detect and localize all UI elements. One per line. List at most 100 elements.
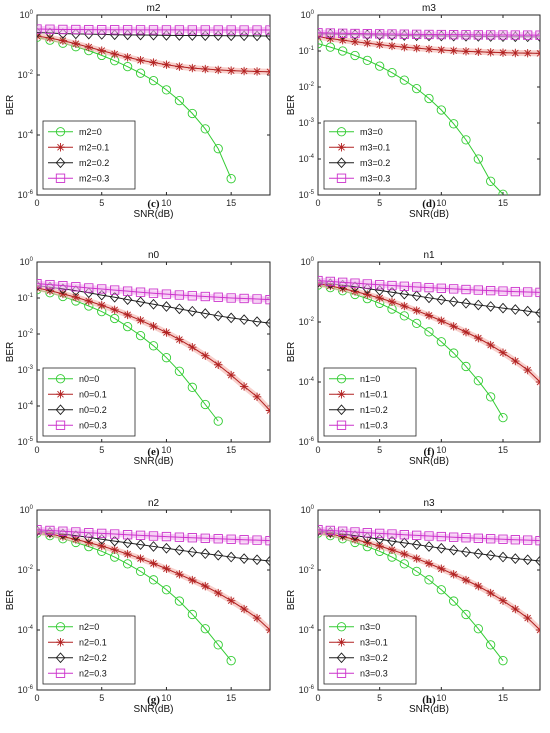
data-point-marker (45, 529, 55, 539)
data-point-marker (535, 49, 540, 58)
legend-marker (55, 652, 66, 664)
data-point-marker (148, 25, 159, 35)
data-point-marker (122, 559, 133, 569)
legend-entry: n2=0.2 (79, 653, 107, 663)
data-point-marker (187, 108, 197, 119)
data-point-marker (226, 66, 236, 75)
data-point-marker (213, 549, 224, 561)
data-point-marker (213, 310, 224, 322)
data-point-marker (424, 282, 434, 293)
chart-panel-1: m3 0 5 10 15 10-5 10-4 10-3 10-2 10-1 100 SNR(dB) BE… (286, 3, 541, 220)
data-point-marker (213, 640, 223, 650)
data-point-marker (498, 286, 508, 296)
data-point-marker (523, 48, 532, 58)
legend-entry: n0=0 (79, 374, 99, 384)
data-point-marker (338, 526, 348, 536)
data-point-marker (122, 29, 133, 41)
data-point-marker (436, 337, 446, 347)
data-point-marker (461, 533, 471, 543)
data-point-marker (318, 275, 323, 286)
legend-entry: m3=0.1 (360, 142, 390, 152)
data-point-marker (135, 566, 146, 577)
data-point-marker (350, 535, 360, 544)
data-point-marker (37, 525, 42, 535)
legend-marker (55, 173, 66, 183)
data-point-marker (187, 533, 197, 543)
data-point-marker (350, 28, 360, 39)
data-point-marker (448, 544, 459, 556)
legend: n3=0 n3=0.1 n3=0.2 n3=0.3 (323, 615, 417, 685)
x-tick-label: 0 (34, 198, 39, 208)
data-point-marker (424, 93, 434, 104)
data-point-marker (411, 290, 422, 302)
y-tick-label: 10-1 (18, 293, 34, 303)
data-point-marker (412, 554, 421, 563)
data-point-marker (399, 311, 409, 321)
data-point-marker (523, 287, 533, 297)
data-point-marker (252, 392, 262, 402)
legend-entry: n1=0 (360, 374, 380, 384)
data-point-marker (226, 25, 236, 35)
x-tick-label: 5 (99, 693, 104, 703)
data-point-marker (399, 29, 409, 39)
data-point-marker (461, 609, 471, 620)
data-point-marker (318, 28, 323, 38)
y-tick-label: 10-4 (18, 625, 34, 635)
data-point-marker (239, 535, 249, 545)
data-point-marker (162, 564, 171, 573)
data-point-marker (412, 566, 422, 577)
data-point-marker (226, 596, 236, 605)
data-point-marker (265, 406, 270, 415)
legend-marker (56, 390, 65, 399)
legend-marker (56, 638, 65, 647)
data-point-marker (122, 322, 133, 332)
data-point-marker (110, 285, 120, 295)
data-point-marker (461, 135, 471, 145)
data-point-marker (109, 291, 120, 303)
data-point-marker (174, 532, 185, 542)
data-point-marker (97, 541, 106, 551)
data-point-marker (338, 28, 348, 38)
data-point-marker (239, 553, 249, 564)
data-point-marker (200, 308, 211, 319)
data-point-marker (161, 85, 172, 95)
data-point-marker (387, 280, 397, 291)
data-point-marker (375, 40, 384, 49)
data-point-marker (436, 294, 447, 306)
data-point-marker (498, 189, 508, 195)
data-point-marker (200, 124, 210, 134)
data-point-marker (252, 25, 262, 35)
data-point-marker (265, 67, 270, 76)
legend-entry: n3=0.2 (360, 653, 388, 663)
data-point-marker (122, 61, 133, 72)
data-point-marker (449, 348, 459, 358)
data-point-marker (498, 348, 508, 357)
data-point-marker (122, 537, 133, 549)
legend-marker (337, 638, 346, 647)
data-point-marker (239, 25, 249, 35)
data-point-marker (325, 42, 335, 52)
data-point-marker (449, 322, 458, 331)
data-point-marker (486, 176, 496, 186)
data-point-marker (252, 535, 262, 545)
legend: m3=0 m3=0.1 m3=0.2 m3=0.3 (323, 120, 417, 190)
legend-entry: n1=0.2 (360, 405, 388, 415)
data-point-marker (161, 25, 172, 35)
chart-title: m3 (422, 3, 436, 14)
x-tick-label: 0 (315, 198, 320, 208)
x-tick-label: 0 (34, 693, 39, 703)
legend-marker (55, 420, 66, 430)
series-layer (37, 525, 270, 666)
data-point-marker (535, 30, 540, 40)
data-point-marker (473, 154, 483, 164)
data-point-marker (174, 25, 185, 35)
data-point-marker (486, 340, 495, 350)
data-point-marker (97, 284, 107, 294)
data-point-marker (148, 29, 159, 41)
series-line (318, 529, 540, 542)
y-axis-label: BER (286, 590, 297, 611)
data-point-marker (252, 67, 262, 76)
legend-marker (336, 420, 347, 430)
data-point-marker (201, 64, 210, 74)
